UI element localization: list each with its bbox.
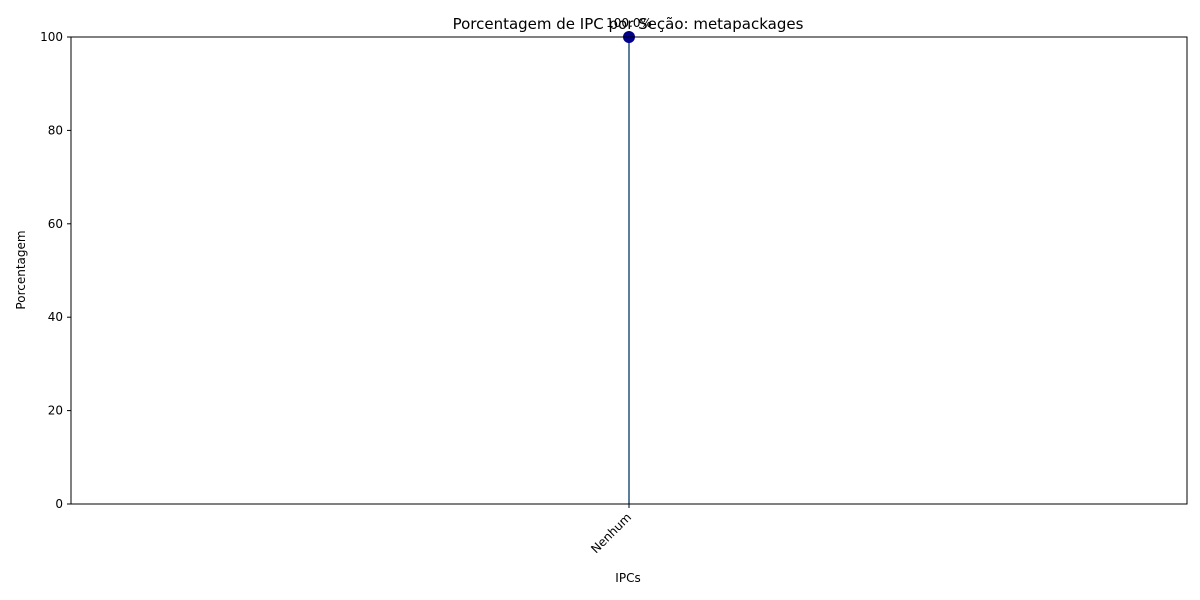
- y-tick-label: 0: [55, 497, 63, 511]
- y-tick-label: 80: [48, 123, 63, 137]
- data-label: 100.0%: [606, 16, 652, 30]
- y-axis-label: Porcentagem: [14, 230, 28, 309]
- y-tick-label: 60: [48, 217, 63, 231]
- y-tick-label: 100: [40, 30, 63, 44]
- y-tick-label: 20: [48, 404, 63, 418]
- x-tick-label: Nenhum: [588, 510, 634, 556]
- x-axis-label: IPCs: [615, 571, 640, 585]
- y-tick-label: 40: [48, 310, 63, 324]
- x-axis: Nenhum: [588, 504, 634, 556]
- y-axis: 0 20 40 60 80 100: [40, 30, 71, 511]
- plot-frame: [70, 36, 1188, 505]
- chart-marks: 100.0%: [606, 16, 652, 504]
- chart-title: Porcentagem de IPC por Seção: metapackag…: [453, 15, 804, 33]
